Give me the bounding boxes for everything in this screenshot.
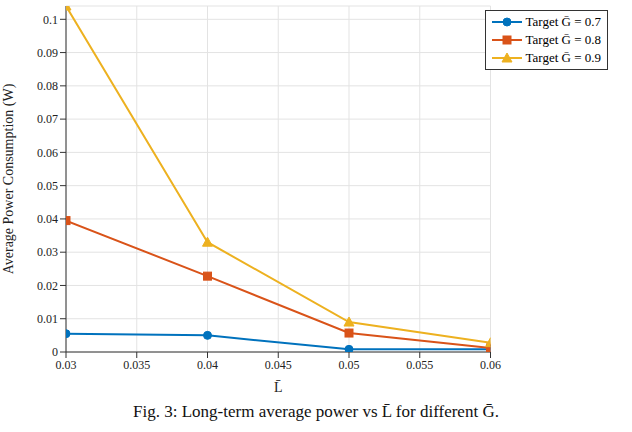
svg-text:0.05: 0.05 <box>339 358 360 372</box>
svg-text:0.055: 0.055 <box>406 358 433 372</box>
svg-text:0.01: 0.01 <box>37 312 58 326</box>
svg-text:0.03: 0.03 <box>37 245 58 259</box>
svg-text:0.06: 0.06 <box>480 358 501 372</box>
html-text:Target Ḡ = 0.9: Target Ḡ = 0.9 <box>525 50 601 65</box>
svg-text:0.035: 0.035 <box>123 358 150 372</box>
svg-text:0.09: 0.09 <box>37 46 58 60</box>
svg-text:0: 0 <box>52 345 58 359</box>
svg-text:L̄: L̄ <box>274 380 283 395</box>
svg-text:0.05: 0.05 <box>37 179 58 193</box>
svg-text:0.08: 0.08 <box>37 79 58 93</box>
html-text:Target Ḡ = 0.8: Target Ḡ = 0.8 <box>525 32 601 47</box>
svg-text:0.07: 0.07 <box>37 112 58 126</box>
svg-text:0.02: 0.02 <box>37 279 58 293</box>
html-text:Fig. 3: Long-term average powe: Fig. 3: Long-term average power vs L̄ fo… <box>133 402 499 421</box>
html-text:Target Ḡ = 0.7: Target Ḡ = 0.7 <box>525 14 601 29</box>
svg-text:Average Power Consumption (W): Average Power Consumption (W) <box>8 83 17 274</box>
svg-text:0.04: 0.04 <box>37 212 58 226</box>
svg-text:0.06: 0.06 <box>37 146 58 160</box>
svg-text:0.045: 0.045 <box>265 358 292 372</box>
svg-text:0.04: 0.04 <box>197 358 218 372</box>
svg-text:0.03: 0.03 <box>56 358 77 372</box>
svg-text:0.1: 0.1 <box>43 13 58 27</box>
